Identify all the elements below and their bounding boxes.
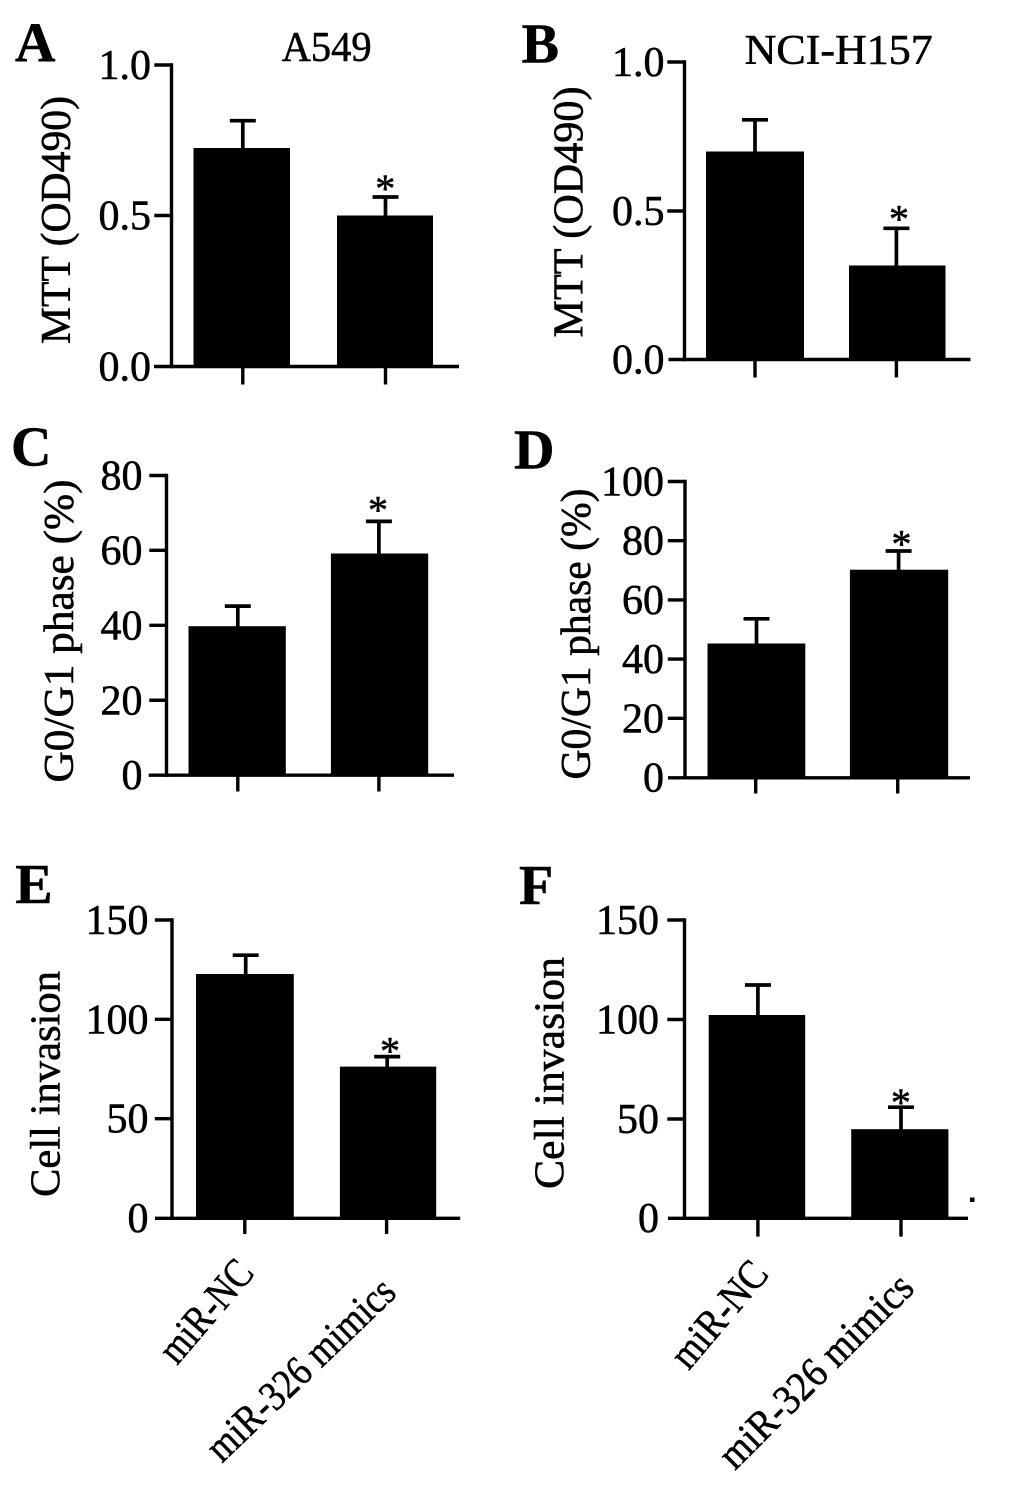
svg-text:E: E [15, 854, 52, 916]
svg-text:MTT (OD490): MTT (OD490) [547, 87, 593, 338]
svg-text:100: 100 [596, 998, 659, 1044]
svg-text:0.5: 0.5 [612, 189, 665, 235]
svg-text:40: 40 [101, 603, 143, 649]
svg-text:NCI-H157: NCI-H157 [745, 28, 933, 74]
svg-text:MTT (OD490): MTT (OD490) [34, 96, 80, 344]
svg-text:A: A [15, 13, 56, 75]
svg-text:*: * [368, 488, 388, 533]
svg-text:150: 150 [86, 898, 149, 944]
svg-text:Cell invasion: Cell invasion [24, 971, 70, 1197]
svg-text:C: C [11, 417, 51, 479]
svg-text:100: 100 [601, 460, 664, 506]
svg-text:*: * [891, 1080, 911, 1125]
svg-text:F: F [519, 855, 553, 917]
svg-text:50: 50 [617, 1097, 659, 1143]
svg-text:Cell invasion: Cell invasion [528, 957, 574, 1189]
svg-text:100: 100 [86, 997, 149, 1043]
svg-text:0: 0 [122, 753, 143, 799]
svg-text:60: 60 [101, 528, 143, 574]
svg-text:miR-NC: miR-NC [661, 1252, 778, 1378]
svg-text:20: 20 [622, 696, 664, 742]
svg-text:D: D [514, 420, 554, 482]
svg-text:20: 20 [101, 678, 143, 724]
svg-text:80: 80 [622, 519, 664, 565]
svg-text:0: 0 [128, 1196, 149, 1242]
svg-text:0.0: 0.0 [612, 338, 665, 384]
svg-text:40: 40 [622, 637, 664, 683]
svg-text:*: * [380, 1029, 400, 1074]
svg-text:0: 0 [638, 1196, 659, 1242]
svg-text:150: 150 [596, 898, 659, 944]
svg-text:60: 60 [622, 578, 664, 624]
svg-text:G0/G1 phase (%): G0/G1 phase (%) [554, 489, 600, 780]
svg-text:*: * [892, 522, 912, 567]
svg-text:miR-NC: miR-NC [150, 1251, 264, 1373]
svg-text:*: * [375, 166, 395, 211]
svg-text:0.0: 0.0 [99, 345, 152, 391]
svg-text:0: 0 [643, 756, 664, 802]
svg-text:A549: A549 [282, 25, 372, 71]
svg-text:1.0: 1.0 [612, 40, 665, 86]
svg-text:50: 50 [107, 1097, 149, 1143]
svg-text:G0/G1 phase (%): G0/G1 phase (%) [37, 480, 83, 783]
svg-text:1.0: 1.0 [99, 43, 152, 89]
svg-text:80: 80 [101, 454, 143, 500]
svg-text:B: B [522, 14, 559, 76]
svg-text:0.5: 0.5 [99, 194, 152, 240]
svg-text:*: * [889, 197, 909, 242]
